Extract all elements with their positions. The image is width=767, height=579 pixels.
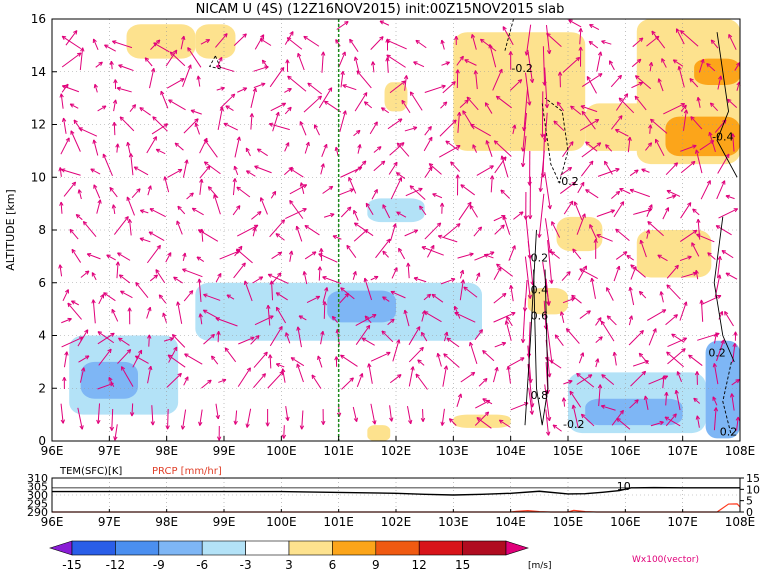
tem-label: TEM(SFC)[K] xyxy=(59,466,122,477)
bottom-x-tick-label: 98E xyxy=(155,515,178,529)
y-tick-label: 0 xyxy=(38,434,46,448)
x-tick-label: 107E xyxy=(667,444,698,458)
colorbar-unit: [m/s] xyxy=(528,561,552,571)
y-tick-label: 10 xyxy=(31,170,46,184)
colorbar-label: 3 xyxy=(285,558,293,572)
bottom-x-tick-label: 105E xyxy=(553,515,584,529)
tem-line xyxy=(52,488,740,495)
bottom-x-tick-label: 101E xyxy=(323,515,354,529)
bottom-x-tick-label: 103E xyxy=(438,515,469,529)
colorbar-swatch xyxy=(463,541,506,555)
shading-region xyxy=(585,399,682,425)
x-tick-label: 100E xyxy=(266,444,297,458)
colorbar-label: -9 xyxy=(153,558,165,572)
bottom-series xyxy=(52,488,740,512)
shading-region xyxy=(327,291,396,323)
colorbar-label: -3 xyxy=(240,558,252,572)
colorbar-label: 15 xyxy=(455,558,470,572)
x-tick-label: 98E xyxy=(155,444,178,458)
colorbar: -15 -12 -9 -6 -3 3 6 9 12 15 xyxy=(50,541,528,572)
prcp-tick-label: 0 xyxy=(746,506,753,519)
bottom-x-tick-label: 104E xyxy=(495,515,526,529)
shading-region xyxy=(367,425,390,441)
x-tick-label: 103E xyxy=(438,444,469,458)
y-tick-label: 2 xyxy=(38,381,46,395)
x-tick-label: 97E xyxy=(98,444,121,458)
contour-label: 0.2 xyxy=(720,426,738,439)
colorbar-swatch xyxy=(72,541,115,555)
shading-region xyxy=(367,198,424,222)
colorbar-swatch xyxy=(332,541,375,555)
colorbar-label: -6 xyxy=(196,558,208,572)
contour-label: -0.2 xyxy=(557,175,578,188)
bottom-grid xyxy=(52,478,740,512)
colorbar-label: 9 xyxy=(372,558,380,572)
bottom-x-tick-label: 99E xyxy=(213,515,236,529)
prcp-label: PRCP [mm/hr] xyxy=(152,466,222,477)
y-tick-label: 8 xyxy=(38,223,46,237)
colorbar-max-arrow xyxy=(506,541,528,555)
contour-label: -0.2 xyxy=(511,62,532,75)
x-tick-label: 102E xyxy=(381,444,412,458)
colorbar-swatch xyxy=(202,541,245,555)
colorbar-label: -12 xyxy=(106,558,126,572)
shading-region xyxy=(385,82,408,111)
shading-region xyxy=(127,24,196,58)
x-tick-label: 99E xyxy=(213,444,236,458)
colorbar-min-arrow xyxy=(50,541,72,555)
x-tick-label: 106E xyxy=(610,444,641,458)
contour-label: -0.2 xyxy=(563,418,584,431)
contour-label: 0.6 xyxy=(531,310,549,323)
shading-region xyxy=(694,59,740,85)
x-tick-label: 101E xyxy=(323,444,354,458)
colorbar-swatch xyxy=(246,541,289,555)
x-tick-label: 104E xyxy=(495,444,526,458)
bottom-x-tick-label: 100E xyxy=(266,515,297,529)
wind-vector xyxy=(324,301,325,318)
colorbar-label: -15 xyxy=(62,558,82,572)
bottom-x-tick-label: 107E xyxy=(667,515,698,529)
x-tick-label: 108E xyxy=(725,444,756,458)
colorbar-swatch xyxy=(115,541,158,555)
bottom-x-tick-label: 102E xyxy=(381,515,412,529)
chart-title: NICAM U (4S) (12Z16NOV2015) init:00Z15NO… xyxy=(196,2,565,17)
wind-vector xyxy=(168,409,169,429)
colorbar-label: 12 xyxy=(412,558,427,572)
y-tick-label: 12 xyxy=(31,118,46,132)
bottom-x-tick-label: 97E xyxy=(98,515,121,529)
vector-scale-label: Wx100(vector) xyxy=(632,555,699,565)
tem-contour-label: 10 xyxy=(617,480,631,493)
x-tick-label: 105E xyxy=(553,444,584,458)
colorbar-swatch xyxy=(419,541,462,555)
tem-tick-label: 290 xyxy=(27,506,48,519)
colorbar-swatch xyxy=(376,541,419,555)
y-tick-label: 6 xyxy=(38,276,46,290)
contour-label: 0.8 xyxy=(531,389,549,402)
contour-label: 0.4 xyxy=(531,283,549,296)
y-tick-label: 14 xyxy=(31,65,46,79)
colorbar-swatch xyxy=(289,541,332,555)
colorbar-label: 6 xyxy=(329,558,337,572)
contour-label: 0.2 xyxy=(708,347,726,360)
y-tick-label: 16 xyxy=(31,12,46,26)
shading-region xyxy=(195,24,235,58)
bottom-x-tick-label: 106E xyxy=(610,515,641,529)
colorbar-swatch xyxy=(159,541,202,555)
contour-label: -0.4 xyxy=(712,130,733,143)
y-axis-label: ALTITUDE [km] xyxy=(4,189,17,270)
y-tick-label: 4 xyxy=(38,329,46,343)
contour-label: 0.2 xyxy=(531,252,549,265)
